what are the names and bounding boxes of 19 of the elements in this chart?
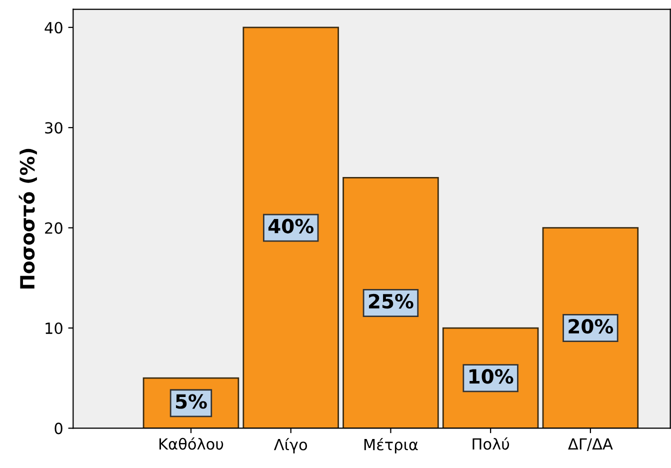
x-tick-label: Πολύ [472, 437, 510, 450]
y-tick-label: 20 [45, 222, 62, 234]
data-label: 40% [268, 218, 314, 234]
x-tick-label: Μέτρια [364, 438, 418, 454]
bar [342, 177, 439, 428]
bar [242, 26, 339, 428]
x-tick-label: ΔΓ/ΔΑ [568, 438, 613, 451]
data-label: 10% [469, 369, 514, 384]
x-tick-label: Λίγο [274, 438, 308, 454]
x-tick-label: Καθόλου [159, 437, 224, 450]
y-tick-label: 0 [54, 422, 62, 434]
y-tick-label: 30 [45, 122, 62, 134]
data-label: 25% [368, 294, 414, 309]
data-label: 20% [568, 318, 614, 334]
y-axis-title: Ποσοστό (%) [18, 148, 37, 289]
data-label: 5% [176, 394, 207, 409]
bar [542, 227, 639, 428]
y-tick-label: 40 [44, 22, 62, 34]
y-tick-label: 10 [46, 322, 62, 334]
